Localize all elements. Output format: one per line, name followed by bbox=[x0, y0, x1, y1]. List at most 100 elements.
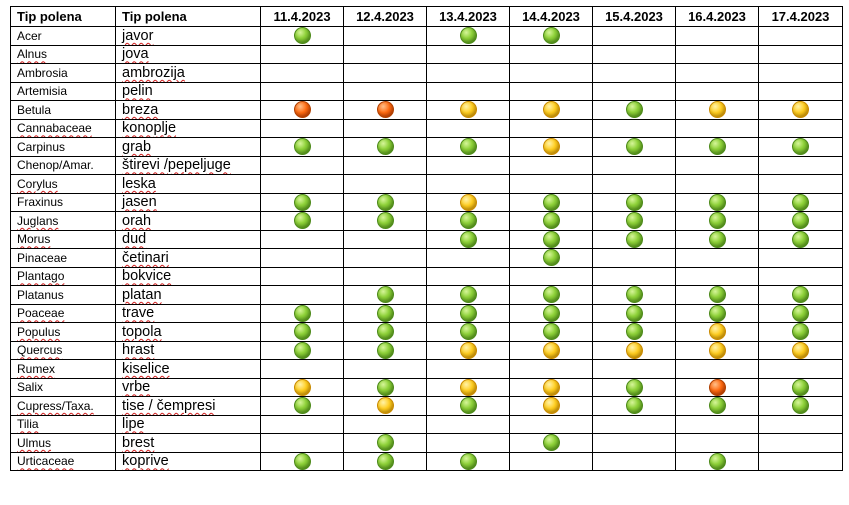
green-level-dot-icon bbox=[708, 452, 726, 470]
local-name: hrast bbox=[122, 342, 155, 359]
latin-name: Juglans bbox=[17, 213, 59, 228]
latin-name: Tilia bbox=[17, 417, 39, 432]
level-cell bbox=[675, 248, 759, 268]
local-name: jasen bbox=[122, 194, 157, 211]
latin-name-cell: Juglans bbox=[10, 211, 116, 231]
level-cell bbox=[675, 192, 759, 212]
latin-name-cell: Rumex bbox=[10, 359, 116, 379]
level-cell bbox=[758, 322, 843, 342]
yellow-level-dot-icon bbox=[542, 378, 560, 396]
green-level-dot-icon bbox=[625, 323, 643, 341]
latin-name: Betula bbox=[17, 102, 52, 117]
level-cell bbox=[592, 359, 676, 379]
level-cell bbox=[758, 100, 843, 120]
level-cell bbox=[592, 377, 676, 397]
level-cell bbox=[592, 414, 676, 434]
green-level-dot-icon bbox=[293, 212, 311, 230]
green-level-dot-icon bbox=[376, 378, 394, 396]
table-row: Rumex kiselice bbox=[10, 359, 843, 379]
local-name: vrbe bbox=[122, 379, 151, 396]
green-level-dot-icon bbox=[542, 323, 560, 341]
latin-name-cell: Acer bbox=[10, 26, 116, 46]
level-cell bbox=[758, 340, 843, 360]
latin-name: Platanus bbox=[17, 287, 64, 302]
level-cell bbox=[343, 81, 427, 101]
level-cell bbox=[426, 100, 510, 120]
level-cell bbox=[426, 211, 510, 231]
level-cell bbox=[343, 137, 427, 157]
level-cell bbox=[426, 63, 510, 83]
level-cell bbox=[675, 81, 759, 101]
local-name: četinari bbox=[122, 249, 169, 266]
level-cell bbox=[675, 359, 759, 379]
table-row: Platanus platan bbox=[10, 285, 843, 305]
header-latin-name: Tip polena bbox=[10, 6, 116, 27]
local-name-cell: konoplje bbox=[115, 118, 261, 138]
level-cell bbox=[509, 433, 593, 453]
level-cell bbox=[343, 211, 427, 231]
level-cell bbox=[343, 63, 427, 83]
level-cell bbox=[592, 192, 676, 212]
header-date: 16.4.2023 bbox=[675, 6, 759, 27]
level-cell bbox=[675, 433, 759, 453]
pollen-table: Tip polena Tip polena 11.4.2023 12.4.202… bbox=[10, 6, 843, 471]
local-name-cell: hrast bbox=[115, 340, 261, 360]
level-cell bbox=[343, 377, 427, 397]
level-cell bbox=[260, 266, 344, 286]
latin-name-cell: Carpinus bbox=[10, 137, 116, 157]
level-cell bbox=[260, 248, 344, 268]
latin-name-cell: Alnus bbox=[10, 44, 116, 64]
local-name-cell: orah bbox=[115, 211, 261, 231]
level-cell bbox=[509, 118, 593, 138]
header-date: 15.4.2023 bbox=[592, 6, 676, 27]
green-level-dot-icon bbox=[708, 212, 726, 230]
yellow-level-dot-icon bbox=[708, 101, 726, 119]
latin-name: Alnus bbox=[17, 47, 48, 62]
latin-name: Pinaceae bbox=[17, 250, 68, 265]
level-cell bbox=[509, 63, 593, 83]
local-name-cell: četinari bbox=[115, 248, 261, 268]
header-date: 13.4.2023 bbox=[426, 6, 510, 27]
local-name-cell: javor bbox=[115, 26, 261, 46]
latin-name-cell: Corylus bbox=[10, 174, 116, 194]
level-cell bbox=[592, 155, 676, 175]
yellow-level-dot-icon bbox=[459, 101, 477, 119]
local-name: trave bbox=[122, 305, 155, 322]
level-cell bbox=[426, 433, 510, 453]
red-level-dot-icon bbox=[708, 378, 726, 396]
level-cell bbox=[426, 174, 510, 194]
level-cell bbox=[758, 137, 843, 157]
level-cell bbox=[758, 174, 843, 194]
level-cell bbox=[426, 118, 510, 138]
table-row: Acer javor bbox=[10, 26, 843, 46]
table-row: Ambrosia ambrozija bbox=[10, 63, 843, 83]
header-local-name: Tip polena bbox=[115, 6, 261, 27]
level-cell bbox=[592, 303, 676, 323]
green-level-dot-icon bbox=[792, 212, 809, 230]
level-cell bbox=[260, 211, 344, 231]
local-name: breza bbox=[122, 101, 159, 118]
level-cell bbox=[509, 285, 593, 305]
level-cell bbox=[343, 118, 427, 138]
level-cell bbox=[260, 433, 344, 453]
level-cell bbox=[260, 414, 344, 434]
local-name-cell: koprive bbox=[115, 451, 261, 471]
green-level-dot-icon bbox=[625, 212, 643, 230]
latin-name-cell: Morus bbox=[10, 229, 116, 249]
level-cell bbox=[758, 229, 843, 249]
green-level-dot-icon bbox=[625, 101, 643, 119]
level-cell bbox=[592, 100, 676, 120]
header-row: Tip polena Tip polena 11.4.2023 12.4.202… bbox=[10, 6, 843, 27]
latin-name-cell: Cupress/Taxa. bbox=[10, 396, 116, 416]
latin-name: Cupress/Taxa. bbox=[17, 398, 94, 413]
level-cell bbox=[758, 192, 843, 212]
level-cell bbox=[592, 118, 676, 138]
level-cell bbox=[260, 303, 344, 323]
green-level-dot-icon bbox=[376, 212, 394, 230]
level-cell bbox=[758, 248, 843, 268]
latin-name-cell: Fraxinus bbox=[10, 192, 116, 212]
green-level-dot-icon bbox=[542, 249, 560, 267]
table-row: Corylus leska bbox=[10, 174, 843, 194]
level-cell bbox=[509, 266, 593, 286]
latin-name-cell: Pinaceae bbox=[10, 248, 116, 268]
